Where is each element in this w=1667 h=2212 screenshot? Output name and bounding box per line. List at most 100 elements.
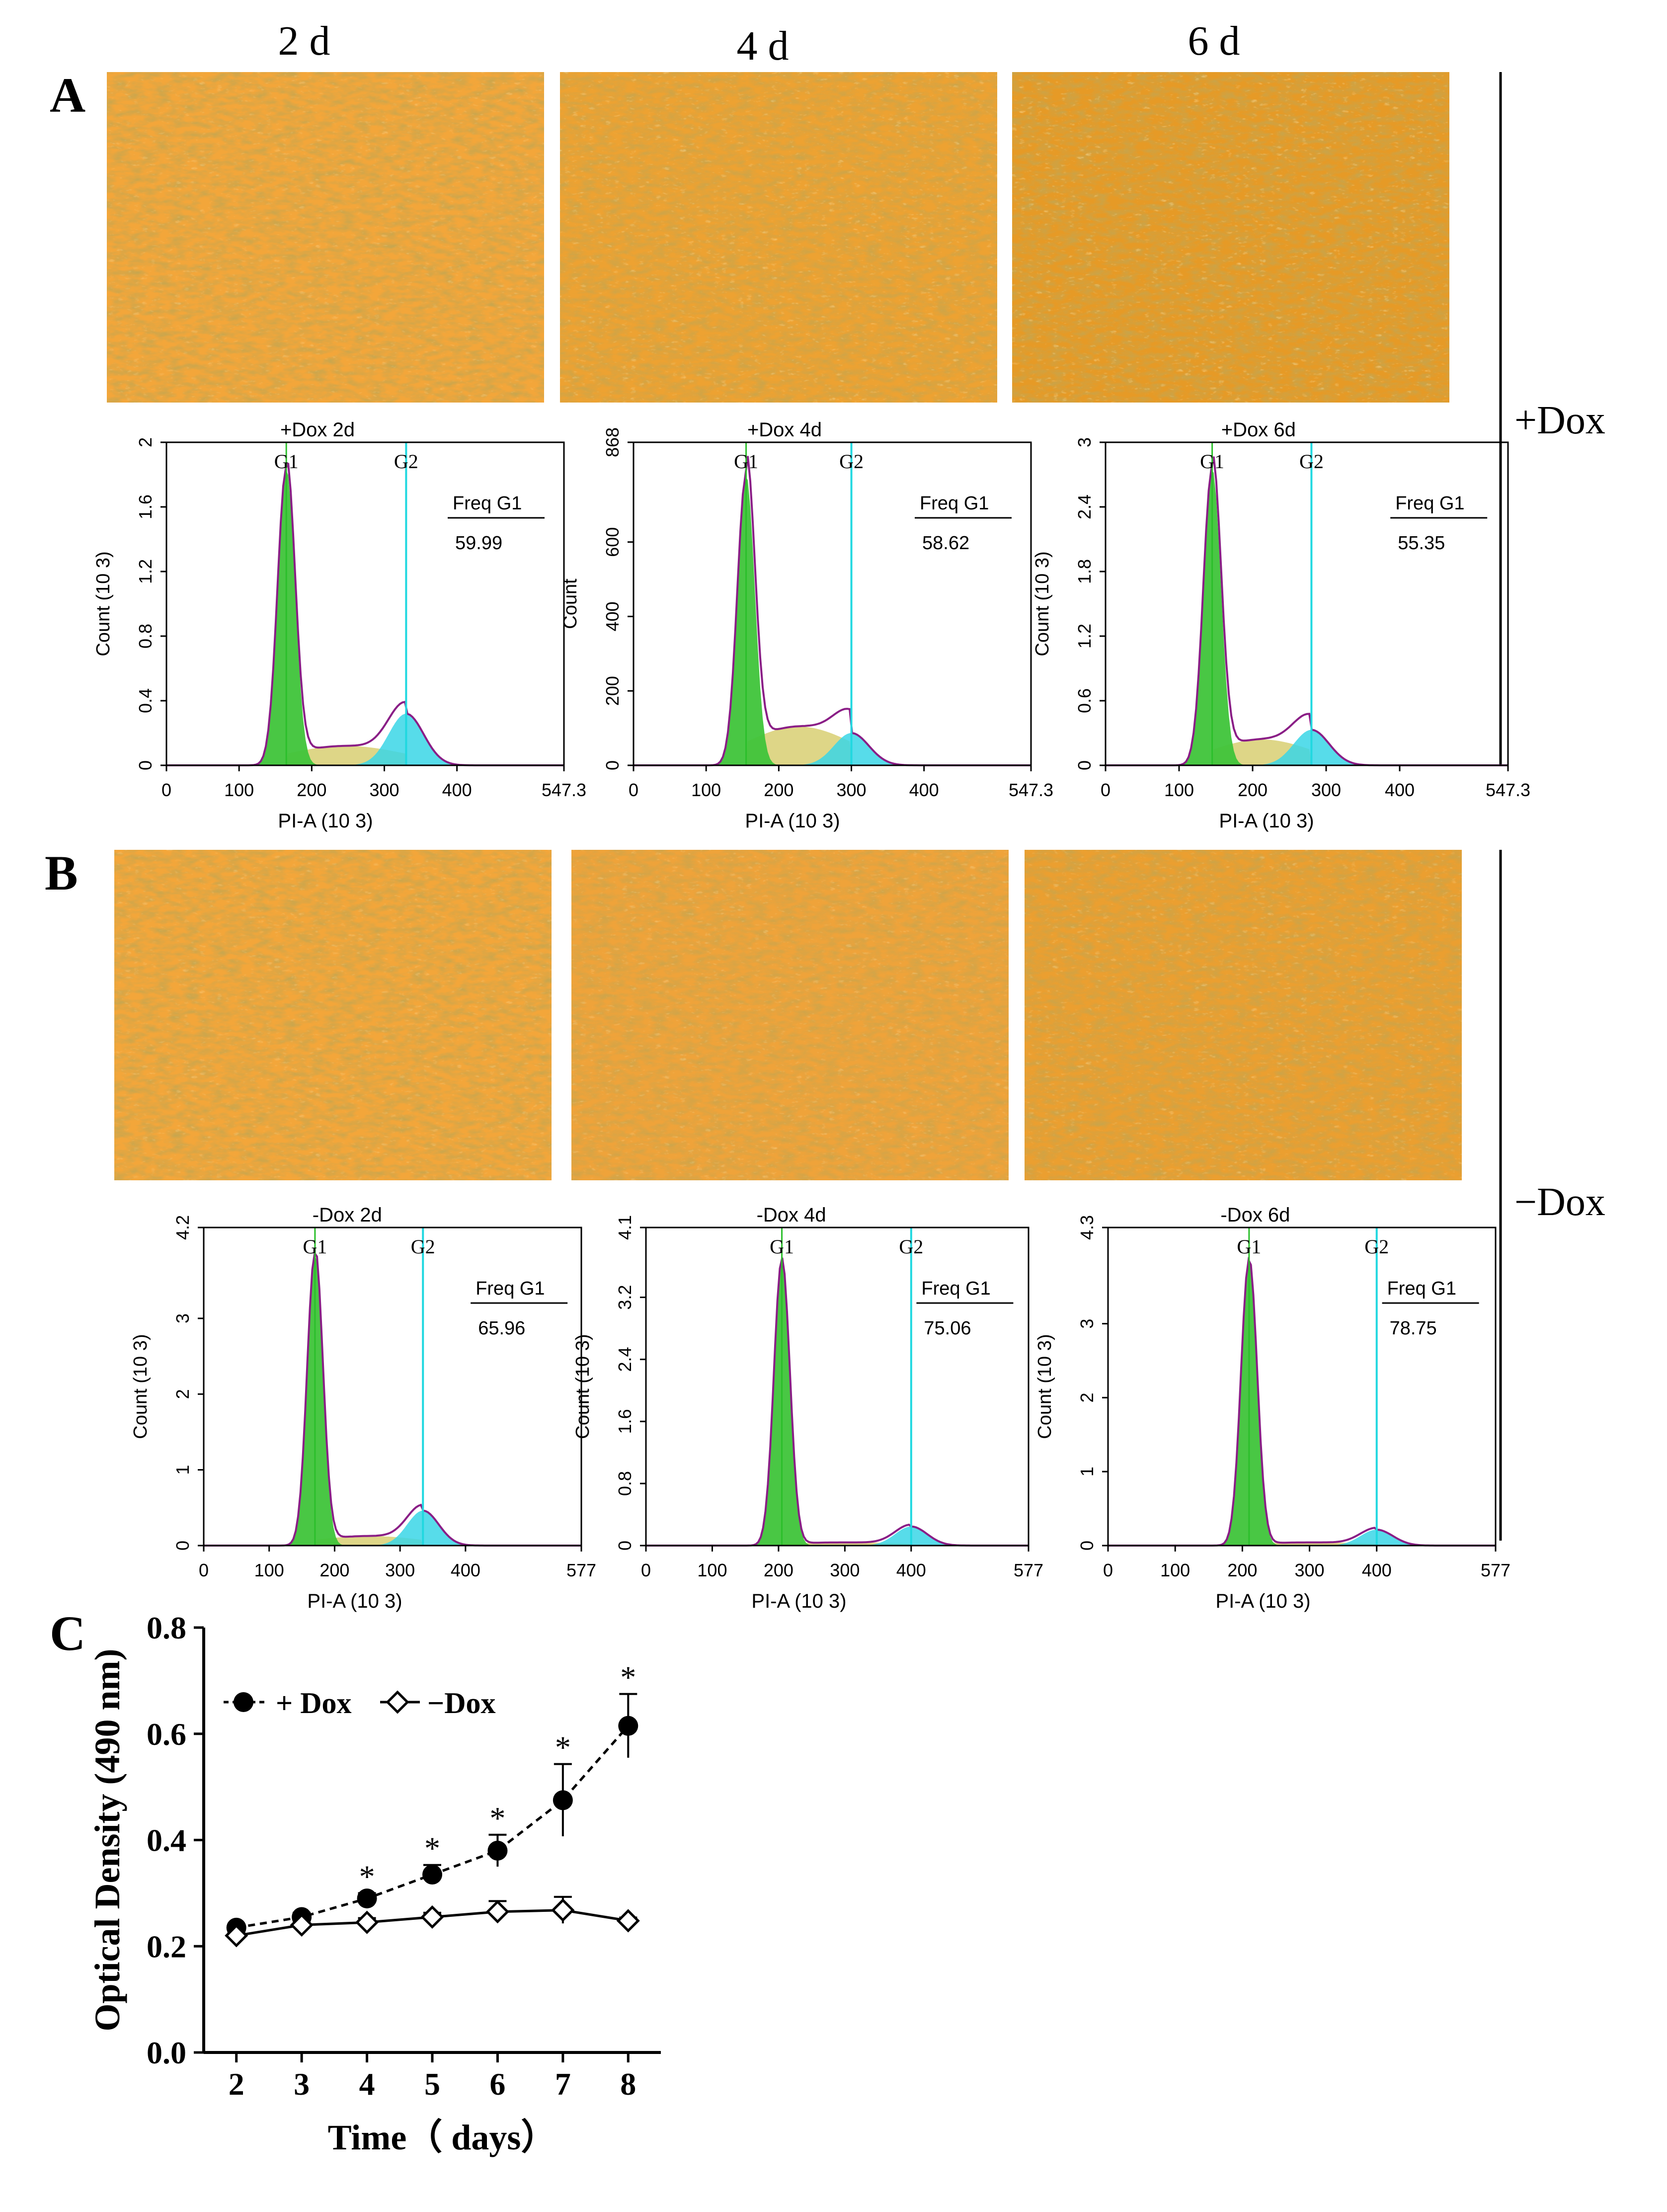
x-axis-label: PI-A (10 3) — [1219, 810, 1314, 832]
x-tick-label: 100 — [254, 1560, 284, 1580]
y-tick-label: 0 — [172, 1541, 193, 1551]
g2-marker-label: G2 — [411, 1235, 435, 1258]
data-point-minus-dox — [290, 1913, 314, 1937]
x-tick-label: 300 — [369, 780, 399, 800]
y-tick-label: 200 — [602, 676, 623, 706]
x-tick-label: 0 — [1103, 1560, 1113, 1580]
g2-marker-label: G2 — [394, 450, 418, 473]
y-tick-label: 0 — [1077, 1541, 1097, 1551]
x-tick-label: 547.3 — [542, 780, 586, 800]
y-tick-label: 0.0 — [147, 2035, 186, 2070]
histogram-frame — [203, 1227, 582, 1547]
y-tick-label: 2 — [135, 437, 156, 447]
y-tick-label: 1.6 — [615, 1409, 635, 1434]
x-axis-label: PI-A (10 3) — [278, 810, 373, 832]
data-point-plus-dox — [618, 1716, 638, 1736]
micrograph-plus-dox-2d — [107, 72, 544, 403]
s-phase-area — [1108, 1542, 1496, 1546]
x-axis-label: PI-A (10 3) — [307, 1590, 402, 1612]
total-fit-outline — [646, 1257, 1029, 1547]
x-tick-label: 400 — [1362, 1560, 1392, 1580]
data-point-plus-dox — [487, 1840, 508, 1861]
freq-g1-label: Freq G1 — [476, 1278, 545, 1299]
x-tick-label: 0 — [161, 780, 171, 800]
freq-g1-label: Freq G1 — [1387, 1278, 1456, 1299]
x-tick-label: 200 — [297, 780, 326, 800]
x-tick-label: 300 — [830, 1560, 860, 1580]
data-point-minus-dox — [485, 1900, 509, 1924]
g1-marker-label: G1 — [274, 450, 299, 473]
micrograph-minus-dox-2d — [114, 850, 552, 1180]
freq-g1-label: Freq G1 — [920, 493, 989, 514]
x-tick-label: 7 — [555, 2066, 571, 2102]
g2-peak-area — [1108, 1530, 1496, 1546]
micrograph-minus-dox-4d — [571, 850, 1009, 1180]
legend-label-plus-dox: + Dox — [276, 1687, 352, 1720]
y-tick-label: 3 — [172, 1313, 193, 1323]
x-tick-label: 200 — [319, 1560, 349, 1580]
y-axis-label: Count (10 3) — [572, 1334, 593, 1439]
x-tick-label: 0 — [641, 1560, 651, 1580]
histogram-title: -Dox 6d — [1220, 1204, 1290, 1226]
y-axis-label: Count (10 3) — [93, 551, 114, 656]
y-tick-label: 0.6 — [147, 1717, 186, 1752]
data-point-plus-dox — [422, 1864, 442, 1884]
y-axis-label: Optical Density (490 nm) — [87, 1649, 127, 2032]
micrograph-plus-dox-6d — [1012, 72, 1449, 403]
y-tick-label: 2.4 — [1074, 494, 1095, 519]
y-tick-label: 1.8 — [1074, 559, 1095, 584]
x-tick-label: 400 — [451, 1560, 480, 1580]
x-axis-label: PI-A (10 3) — [745, 810, 840, 832]
freq-g1-value: 55.35 — [1398, 533, 1445, 554]
histogram-title: +Dox 2d — [280, 419, 355, 441]
g2-peak-area — [204, 1510, 581, 1546]
g1-peak-area — [1106, 470, 1508, 765]
histogram-title: +Dox 6d — [1221, 419, 1296, 441]
y-axis-label: Count (10 3) — [130, 1334, 151, 1439]
x-tick-label: 577 — [566, 1560, 596, 1580]
y-tick-label: 1.2 — [135, 559, 156, 584]
s-phase-area — [166, 746, 564, 765]
x-tick-label: 100 — [1164, 780, 1194, 800]
histogram-minus-dox-6d: G1 G2 -Dox 6d Freq G1 78.75 0 100 200 300 400 577 P… — [1034, 1204, 1510, 1612]
x-tick-label: 400 — [442, 780, 472, 800]
data-point-plus-dox — [357, 1888, 377, 1909]
g1-marker-label: G1 — [1237, 1235, 1261, 1258]
histogram-title: +Dox 4d — [747, 419, 822, 441]
g1-marker-label: G1 — [734, 450, 758, 473]
data-point-minus-dox — [551, 1898, 575, 1922]
x-tick-label: 4 — [359, 2066, 375, 2102]
y-tick-label: 2.4 — [615, 1347, 635, 1372]
y-tick-label: 1.6 — [135, 494, 156, 519]
g2-marker-label: G2 — [839, 450, 864, 473]
data-point-minus-dox — [225, 1924, 248, 1948]
column-header-2d: 2 d — [278, 18, 330, 64]
y-tick-label: 0 — [602, 760, 623, 770]
histogram-frame — [645, 1227, 1030, 1547]
x-axis-label: PI-A (10 3) — [1215, 1590, 1310, 1612]
y-tick-label: 4.2 — [172, 1215, 193, 1240]
g2-marker-label: G2 — [1364, 1235, 1389, 1258]
y-axis-label: Count (10 3) — [1032, 551, 1053, 656]
significance-marker: * — [555, 1730, 571, 1765]
x-axis-label: Time（ days） — [328, 2118, 557, 2157]
histogram-plus-dox-2d: G1 G2 +Dox 2d Freq G1 59.99 0 100 200 300 400 547.… — [93, 419, 586, 832]
minus-dox-label: −Dox — [1514, 1180, 1605, 1224]
y-tick-label: 3 — [1077, 1318, 1097, 1328]
x-tick-label: 5 — [424, 2066, 440, 2102]
data-point-minus-dox — [355, 1910, 379, 1934]
y-tick-label: 1 — [172, 1465, 193, 1475]
histogram-plus-dox-4d: G1 G2 +Dox 4d Freq G1 58.62 0 100 200 300 400 547.… — [560, 419, 1053, 832]
x-axis-label: PI-A (10 3) — [751, 1590, 846, 1612]
histogram-frame — [165, 441, 565, 766]
g2-peak-area — [646, 1526, 1029, 1546]
micrograph-minus-dox-6d — [1025, 850, 1462, 1180]
y-axis-label: Count (10 3) — [1034, 1334, 1055, 1439]
x-tick-label: 547.3 — [1009, 780, 1053, 800]
g2-peak-area — [1106, 730, 1508, 765]
x-tick-label: 6 — [489, 2066, 505, 2102]
freq-g1-label: Freq G1 — [453, 493, 522, 514]
significance-marker: * — [489, 1801, 505, 1836]
x-tick-label: 3 — [294, 2066, 310, 2102]
